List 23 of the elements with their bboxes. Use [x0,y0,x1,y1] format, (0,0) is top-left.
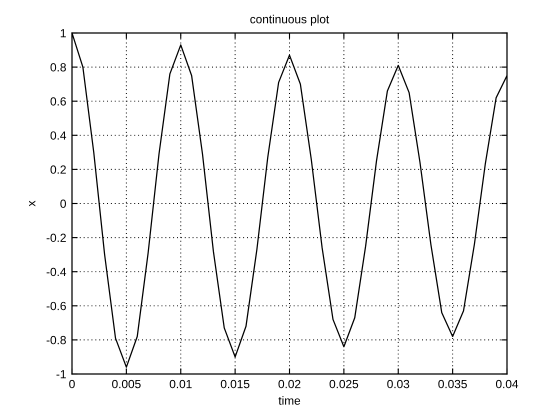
y-tick-label: 1 [60,29,66,38]
y-tick-label: -0.6 [46,302,66,310]
y-tick-label: -0.2 [46,234,66,242]
y-tick-label: 0.6 [50,97,66,106]
x-tick-label: 0.035 [438,380,467,388]
x-tick-label: 0.03 [387,380,410,388]
y-tick-label: 0.8 [50,63,66,72]
x-tick-label: 0.025 [330,380,358,388]
y-axis-title: x [29,200,36,206]
y-tick-label: 0 [60,200,66,208]
x-tick-label: 0 [69,380,75,388]
x-tick-label: 0.01 [170,380,192,388]
chart-title: continuous plot [250,14,330,26]
y-tick-label: -0.8 [46,336,66,344]
x-tick-label: 0.015 [220,380,250,388]
y-tick-label: -1 [56,370,66,378]
y-tick-label: 0.2 [50,165,66,174]
y-tick-label: -0.4 [46,268,66,276]
x-tick-label: 0.04 [496,380,518,388]
x-axis-title: time [278,396,300,405]
x-tick-label: 0.005 [112,380,141,388]
x-tick-label: 0.02 [278,380,300,388]
y-tick-label: 0.4 [50,131,66,140]
